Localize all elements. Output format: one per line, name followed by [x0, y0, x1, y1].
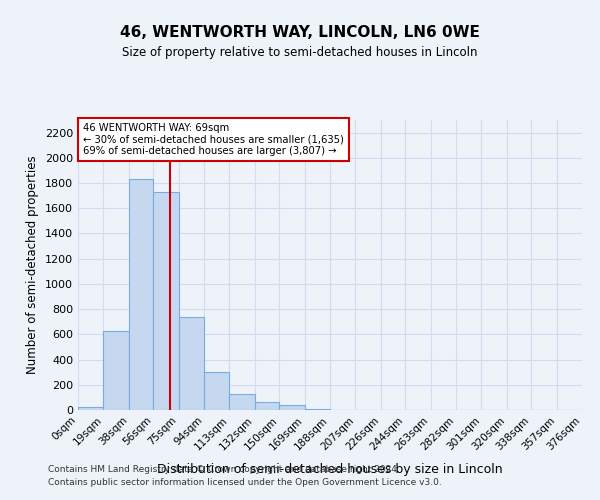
- Text: 46 WENTWORTH WAY: 69sqm
← 30% of semi-detached houses are smaller (1,635)
69% of: 46 WENTWORTH WAY: 69sqm ← 30% of semi-de…: [83, 123, 344, 156]
- Bar: [153, 192, 179, 410]
- Bar: [103, 330, 129, 410]
- Text: Size of property relative to semi-detached houses in Lincoln: Size of property relative to semi-detach…: [122, 46, 478, 59]
- Bar: [78, 408, 103, 410]
- X-axis label: Distribution of semi-detached houses by size in Lincoln: Distribution of semi-detached houses by …: [157, 463, 503, 476]
- Bar: [179, 316, 204, 410]
- Y-axis label: Number of semi-detached properties: Number of semi-detached properties: [26, 156, 40, 374]
- Bar: [255, 402, 279, 410]
- Text: Contains public sector information licensed under the Open Government Licence v3: Contains public sector information licen…: [48, 478, 442, 487]
- Bar: [204, 372, 229, 410]
- Bar: [279, 405, 305, 410]
- Bar: [129, 180, 153, 410]
- Text: 46, WENTWORTH WAY, LINCOLN, LN6 0WE: 46, WENTWORTH WAY, LINCOLN, LN6 0WE: [120, 25, 480, 40]
- Text: Contains HM Land Registry data © Crown copyright and database right 2024.: Contains HM Land Registry data © Crown c…: [48, 466, 400, 474]
- Bar: [229, 394, 255, 410]
